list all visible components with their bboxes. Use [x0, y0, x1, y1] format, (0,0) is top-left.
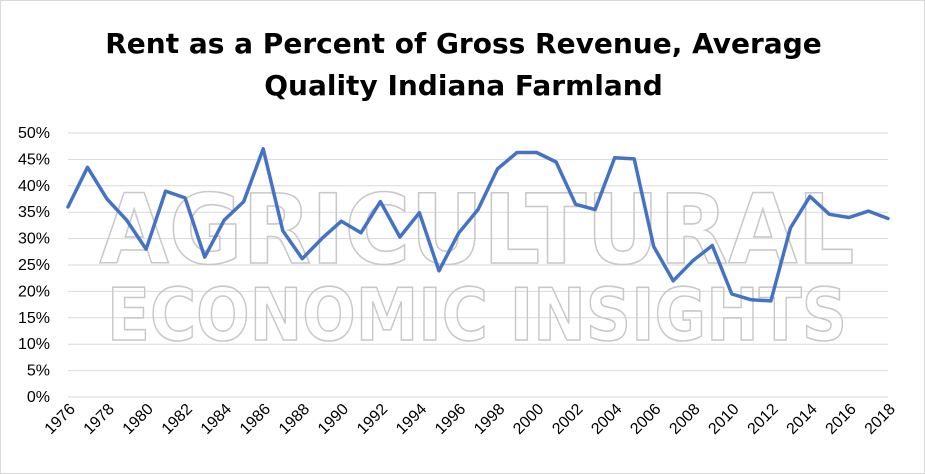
y-tick-label: 45% — [18, 151, 50, 168]
data-point — [593, 208, 597, 212]
chart-title: Rent as a Percent of Gross Revenue, Aver… — [1, 23, 925, 107]
data-point — [515, 151, 519, 155]
x-tick-label: 2006 — [627, 401, 664, 438]
data-point — [417, 211, 421, 215]
y-tick-label: 25% — [18, 257, 50, 274]
x-tick-label: 1996 — [432, 401, 469, 438]
data-point — [808, 194, 812, 198]
y-tick-label: 50% — [18, 125, 50, 142]
data-point — [827, 212, 831, 216]
data-point — [788, 226, 792, 230]
x-tick-label: 1994 — [393, 401, 430, 438]
y-tick-label: 10% — [18, 336, 50, 353]
data-point — [183, 196, 187, 200]
data-point — [730, 292, 734, 296]
x-tick-label: 2018 — [862, 401, 899, 438]
data-point — [456, 231, 460, 235]
x-tick-label: 2014 — [784, 401, 821, 438]
data-point — [496, 167, 500, 171]
y-tick-label: 0% — [27, 389, 50, 406]
y-tick-label: 35% — [18, 204, 50, 221]
data-point — [632, 157, 636, 161]
data-point — [554, 160, 558, 164]
chart-title-line-2: Quality Indiana Farmland — [264, 69, 663, 102]
x-tick-label: 2000 — [510, 401, 547, 438]
series-layer — [66, 147, 890, 303]
x-tick-label: 2016 — [823, 401, 860, 438]
data-point — [66, 205, 70, 209]
data-point — [339, 219, 343, 223]
data-point — [144, 247, 148, 251]
data-point — [437, 269, 441, 273]
chart-title-line-1: Rent as a Percent of Gross Revenue, Aver… — [105, 27, 822, 60]
data-point — [359, 231, 363, 235]
data-point — [847, 215, 851, 219]
data-point — [476, 208, 480, 212]
x-tick-label: 1978 — [81, 401, 118, 438]
x-tick-label: 2004 — [588, 401, 625, 438]
y-tick-label: 20% — [18, 283, 50, 300]
x-tick-label: 1986 — [237, 401, 274, 438]
data-point — [242, 200, 246, 204]
data-point — [105, 197, 109, 201]
data-point — [281, 229, 285, 233]
y-tick-label: 30% — [18, 231, 50, 248]
data-point — [886, 217, 890, 221]
data-point — [652, 245, 656, 249]
data-point — [671, 279, 675, 283]
watermark-line-2: ECONOMIC INSIGHTS — [107, 273, 847, 357]
y-tick-label: 15% — [18, 310, 50, 327]
x-tick-label: 1984 — [198, 401, 235, 438]
data-point — [125, 218, 129, 222]
data-point — [866, 209, 870, 213]
data-point — [535, 151, 539, 155]
x-tick-label: 1990 — [315, 401, 352, 438]
y-tick-label: 40% — [18, 178, 50, 195]
data-point — [164, 189, 168, 193]
watermark-line-1: AGRICULTURAL — [100, 174, 855, 286]
data-point — [769, 299, 773, 303]
data-point — [320, 237, 324, 241]
x-tick-label: 2010 — [705, 401, 742, 438]
data-point — [710, 243, 714, 247]
data-point — [261, 147, 265, 151]
series-line — [66, 147, 890, 303]
watermark: AGRICULTURAL ECONOMIC INSIGHTS — [99, 173, 856, 358]
data-point — [222, 218, 226, 222]
data-point — [749, 298, 753, 302]
x-tick-label: 2002 — [549, 401, 586, 438]
data-point — [203, 255, 207, 259]
x-tick-label: 1980 — [120, 401, 157, 438]
x-tick-label: 1988 — [276, 401, 313, 438]
data-point — [378, 200, 382, 204]
x-tick-label: 2008 — [666, 401, 703, 438]
x-axis-tick-labels: 1976 1978 1980 1982 1984 1986 1988 1990 1992 1994… — [42, 401, 899, 438]
gridlines — [68, 132, 888, 398]
x-tick-label: 1982 — [159, 401, 196, 438]
data-point — [86, 165, 90, 169]
y-axis-tick-labels: 0% 5% 10% 15% 20% 25% 30% 35% 40% 45% 50% — [18, 125, 50, 406]
data-point — [300, 257, 304, 261]
data-point — [691, 259, 695, 263]
x-tick-label: 1992 — [354, 401, 391, 438]
data-point — [613, 156, 617, 160]
x-tick-label: 1976 — [42, 401, 79, 438]
data-point — [398, 235, 402, 239]
y-tick-label: 5% — [27, 363, 50, 380]
data-point — [574, 202, 578, 206]
x-tick-label: 2012 — [744, 401, 781, 438]
x-tick-label: 1998 — [471, 401, 508, 438]
